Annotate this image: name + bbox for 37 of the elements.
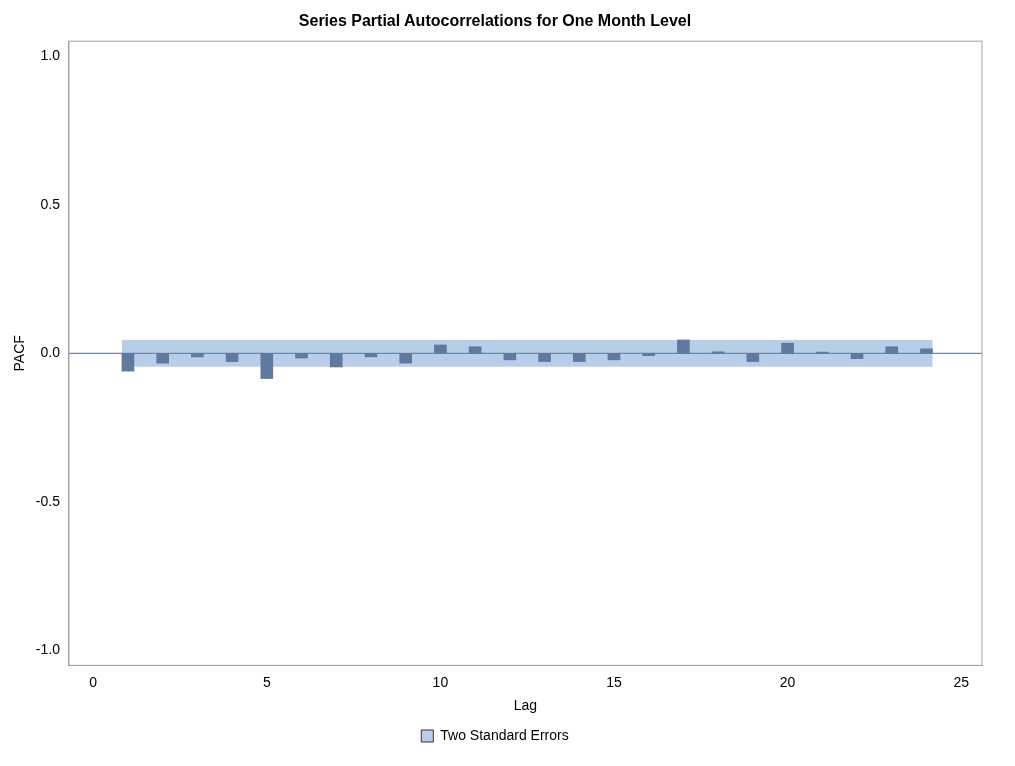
x-axis-title: Lag xyxy=(513,697,538,714)
bar xyxy=(850,352,864,359)
y-tick-label: 0.5 xyxy=(40,195,61,212)
bar xyxy=(295,352,308,359)
y-axis-title: PACF xyxy=(11,335,28,372)
bar xyxy=(642,352,656,357)
bar xyxy=(329,352,343,368)
x-tick-label: 15 xyxy=(606,673,622,690)
bar xyxy=(260,352,274,379)
x-tick-label: 0 xyxy=(89,673,98,690)
y-tick-label: 0.0 xyxy=(40,344,61,361)
legend-label: Two Standard Errors xyxy=(440,726,569,743)
x-tick-label: 25 xyxy=(953,673,970,690)
bar xyxy=(711,351,725,354)
y-tick-label: -1.0 xyxy=(35,641,61,658)
bar xyxy=(191,352,204,358)
bar xyxy=(503,352,517,361)
bar xyxy=(572,352,586,362)
bar xyxy=(677,339,690,354)
bar xyxy=(434,344,447,354)
bar xyxy=(920,348,933,354)
bar xyxy=(746,352,760,362)
bar xyxy=(225,352,239,362)
bar xyxy=(468,346,482,354)
bar xyxy=(885,346,899,354)
bar xyxy=(399,352,413,364)
y-tick-label: -0.5 xyxy=(35,492,61,509)
x-tick-label: 10 xyxy=(432,673,449,690)
bar xyxy=(538,352,551,362)
x-tick-label: 20 xyxy=(779,673,796,690)
bar xyxy=(121,352,135,372)
bar xyxy=(607,352,621,361)
chart-title: Series Partial Autocorrelations for One Month Level xyxy=(298,12,692,30)
x-tick-label: 5 xyxy=(262,673,271,690)
y-tick-label: 1.0 xyxy=(40,46,61,63)
bar xyxy=(781,342,794,354)
bar xyxy=(156,352,169,364)
